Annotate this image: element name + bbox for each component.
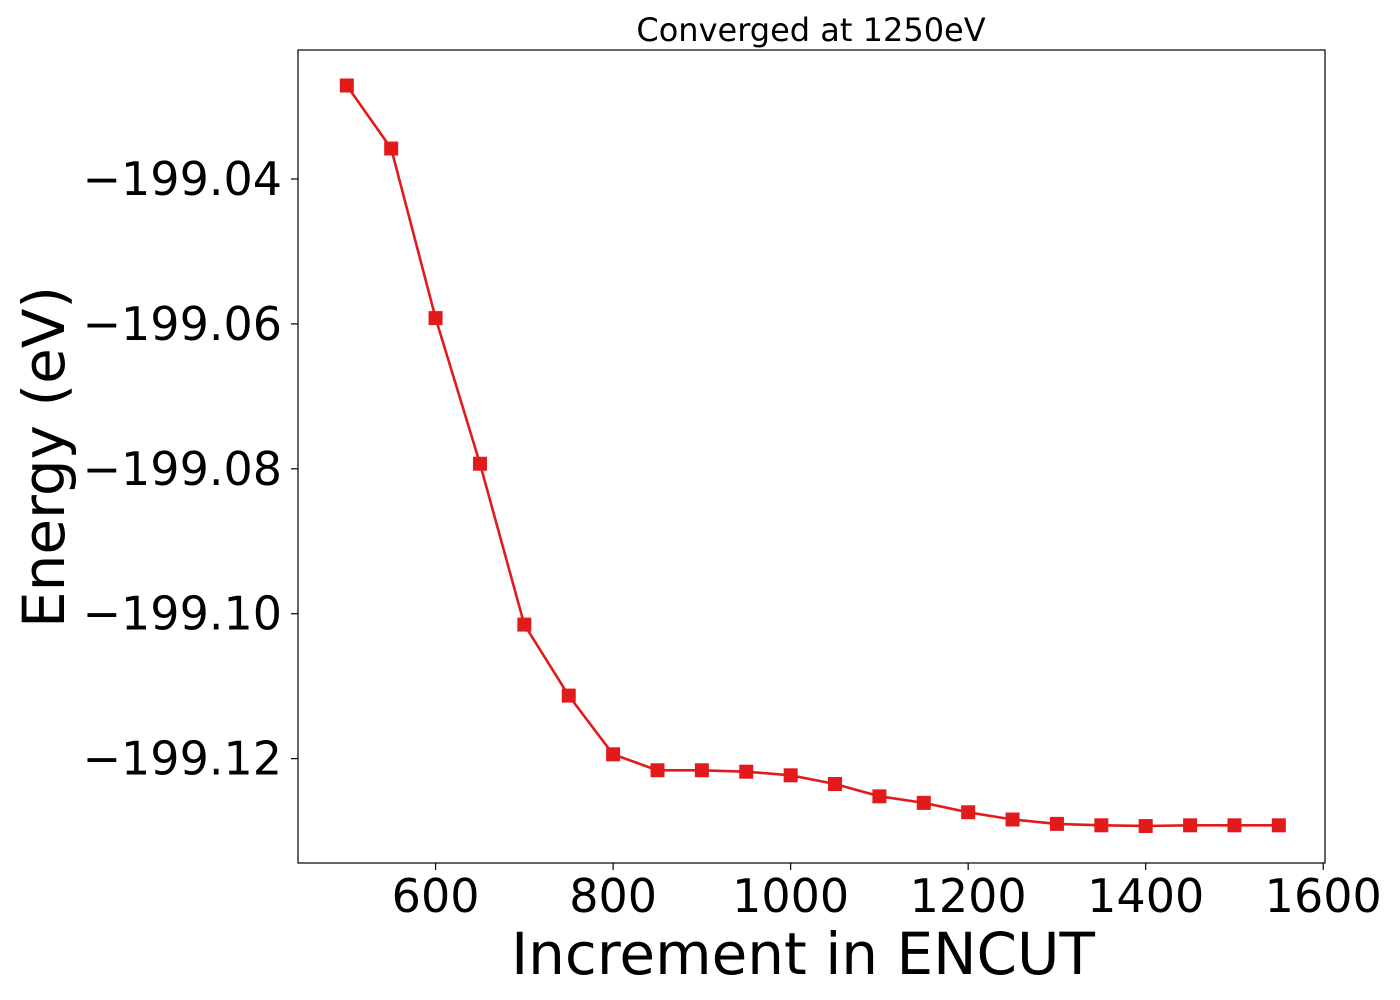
data-point-marker bbox=[694, 763, 709, 778]
data-point-marker bbox=[339, 78, 354, 93]
data-point-marker bbox=[739, 764, 754, 779]
y-axis-label: Energy (eV) bbox=[10, 286, 78, 628]
series-line bbox=[345, 84, 1279, 828]
y-axis: −199.04 −199.06 −199.08 −199.10 −199.12 bbox=[83, 152, 298, 786]
series-layer bbox=[339, 78, 1286, 834]
data-point-marker bbox=[517, 617, 532, 632]
x-axis: 600 800 1000 1200 1400 1600 bbox=[392, 863, 1382, 923]
plot-area-frame bbox=[297, 49, 1326, 864]
x-tick-label: 1400 bbox=[1087, 869, 1204, 923]
x-tick-label: 1000 bbox=[732, 869, 849, 923]
data-point-marker bbox=[1271, 818, 1286, 833]
data-point-marker bbox=[783, 768, 798, 783]
y-tick-label: −199.04 bbox=[83, 152, 283, 206]
x-axis-label: Increment in ENCUT bbox=[511, 920, 1095, 988]
x-tick-label: 800 bbox=[569, 869, 657, 923]
data-point-marker bbox=[1049, 816, 1064, 831]
data-point-marker bbox=[472, 456, 487, 471]
data-point-marker bbox=[1005, 812, 1020, 827]
data-point-marker bbox=[428, 311, 443, 326]
x-tick-label: 1600 bbox=[1265, 869, 1382, 923]
data-point-marker bbox=[650, 763, 665, 778]
data-point-marker bbox=[916, 795, 931, 810]
data-point-marker bbox=[961, 805, 976, 820]
y-tick-label: −199.12 bbox=[83, 732, 283, 786]
data-point-marker bbox=[1227, 818, 1242, 833]
data-point-marker bbox=[1183, 818, 1198, 833]
x-tick-label: 1200 bbox=[910, 869, 1027, 923]
data-point-marker bbox=[561, 688, 576, 703]
data-point-marker bbox=[828, 777, 843, 792]
y-tick-label: −199.10 bbox=[83, 587, 283, 641]
y-tick-label: −199.06 bbox=[83, 297, 283, 351]
data-point-marker bbox=[1138, 819, 1153, 834]
data-point-marker bbox=[1094, 818, 1109, 833]
chart-title: Converged at 1250eV bbox=[636, 11, 985, 49]
data-point-marker bbox=[872, 789, 887, 804]
y-tick-label: −199.08 bbox=[83, 442, 283, 496]
data-point-marker bbox=[384, 141, 399, 156]
data-point-marker bbox=[606, 747, 621, 762]
x-tick-label: 600 bbox=[392, 869, 480, 923]
